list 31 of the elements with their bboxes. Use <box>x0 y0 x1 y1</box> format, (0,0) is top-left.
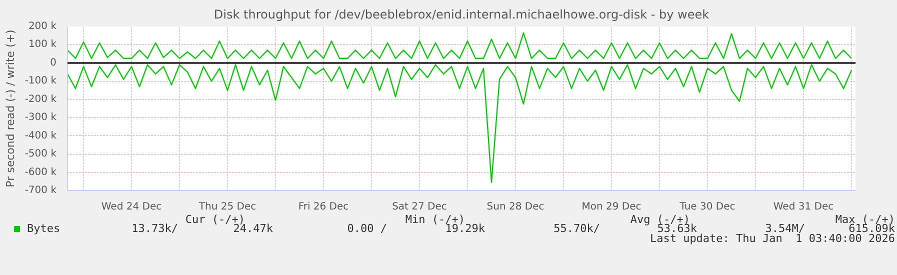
text: 53.63k <box>657 222 697 235</box>
x-tick-label: Wed 31 Dec <box>773 202 834 212</box>
chart-title: Disk throughput for /dev/beeblebrox/enid.internal.michaelhowe.org-disk - by week <box>214 8 710 22</box>
y-tick-label: -600 k <box>24 166 57 178</box>
y-tick-label: -100 k <box>24 76 57 87</box>
y-tick-label: -500 k <box>24 148 57 160</box>
y-tick-label: -700 k <box>24 185 57 196</box>
y-tick-label: -300 k <box>24 112 57 124</box>
text: 13.73k/ <box>132 221 178 237</box>
y-tick-label: -200 k <box>24 94 57 105</box>
text: 0.00 / <box>347 221 387 237</box>
y-tick-label: 0 <box>50 57 57 68</box>
text: 615.09k <box>848 222 895 235</box>
text: Last update: Thu Jan 1 03:40:00 2026 <box>650 232 895 247</box>
x-tick-label: Sun 28 Dec <box>486 202 544 212</box>
x-tick-label: Sat 27 Dec <box>392 202 447 212</box>
y-axis-title: Pr second read (-) / write (+) <box>4 30 17 188</box>
text: 55.70k/ <box>554 221 600 237</box>
x-tick-label: Thu 25 Dec <box>198 202 256 212</box>
x-tick-label: Mon 29 Dec <box>582 202 642 212</box>
y-tick-label: 100 k <box>28 39 57 50</box>
y-tick-label: -400 k <box>24 130 57 142</box>
text: 3.54M/ <box>765 221 805 235</box>
text: 24.47k <box>233 222 273 237</box>
y-tick-label: 200 k <box>28 21 57 32</box>
line-series <box>68 32 852 59</box>
x-tick-label: Tue 30 Dec <box>678 202 736 212</box>
line-series <box>68 64 852 183</box>
x-tick-label: Fri 26 Dec <box>298 202 349 212</box>
x-tick-label: Wed 24 Dec <box>101 202 162 212</box>
legend-label: Bytes <box>27 221 60 237</box>
